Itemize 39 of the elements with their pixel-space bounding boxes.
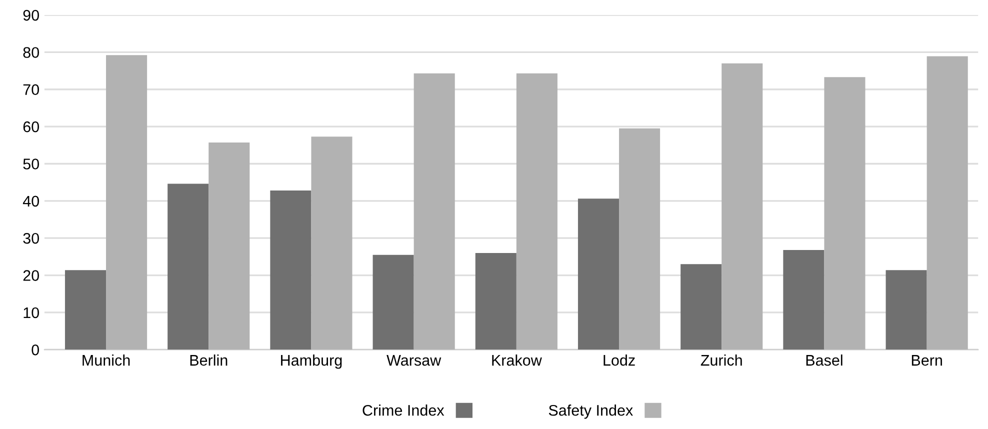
x-tick-label: Bern <box>912 355 942 366</box>
bar <box>311 136 352 350</box>
x-tick-label: Hamburg <box>281 354 342 369</box>
bar <box>619 128 660 350</box>
y-tick-label: 80 <box>23 47 40 58</box>
bar <box>824 77 866 350</box>
y-tick-label: 60 <box>23 121 40 132</box>
bar <box>106 55 148 350</box>
bar <box>516 73 558 350</box>
bar <box>722 63 763 350</box>
bar <box>270 190 312 350</box>
x-tick-label: Krakow <box>492 354 542 366</box>
y-tick-label: 20 <box>23 270 40 281</box>
bar <box>372 254 414 350</box>
y-tick-label: 90 <box>23 10 40 21</box>
x-tick-label: Warsaw <box>386 355 442 366</box>
y-tick-label: 30 <box>23 232 40 244</box>
bar <box>208 142 250 350</box>
y-tick-label: 40 <box>22 196 40 207</box>
x-tick-label: Zurich <box>700 354 742 366</box>
bar <box>64 270 106 350</box>
x-tick-label: Munich <box>82 354 130 366</box>
bar <box>414 73 455 350</box>
y-tick-label: 10 <box>24 307 40 318</box>
bar <box>886 270 927 350</box>
y-tick-label: 50 <box>23 158 40 170</box>
bar <box>168 184 209 350</box>
legend-label: Crime Index <box>362 404 444 416</box>
legend-label: Safety Index <box>548 404 633 419</box>
bar <box>926 56 968 350</box>
x-tick-label: Berlin <box>190 354 228 366</box>
bar <box>783 250 824 350</box>
y-tick-label: 70 <box>23 84 40 96</box>
bar <box>680 264 722 350</box>
x-tick-label: Basel <box>806 354 842 366</box>
bar <box>475 252 516 350</box>
y-tick-label: 0 <box>32 344 39 356</box>
x-tick-label: Lodz <box>604 354 635 366</box>
bar <box>578 198 620 350</box>
